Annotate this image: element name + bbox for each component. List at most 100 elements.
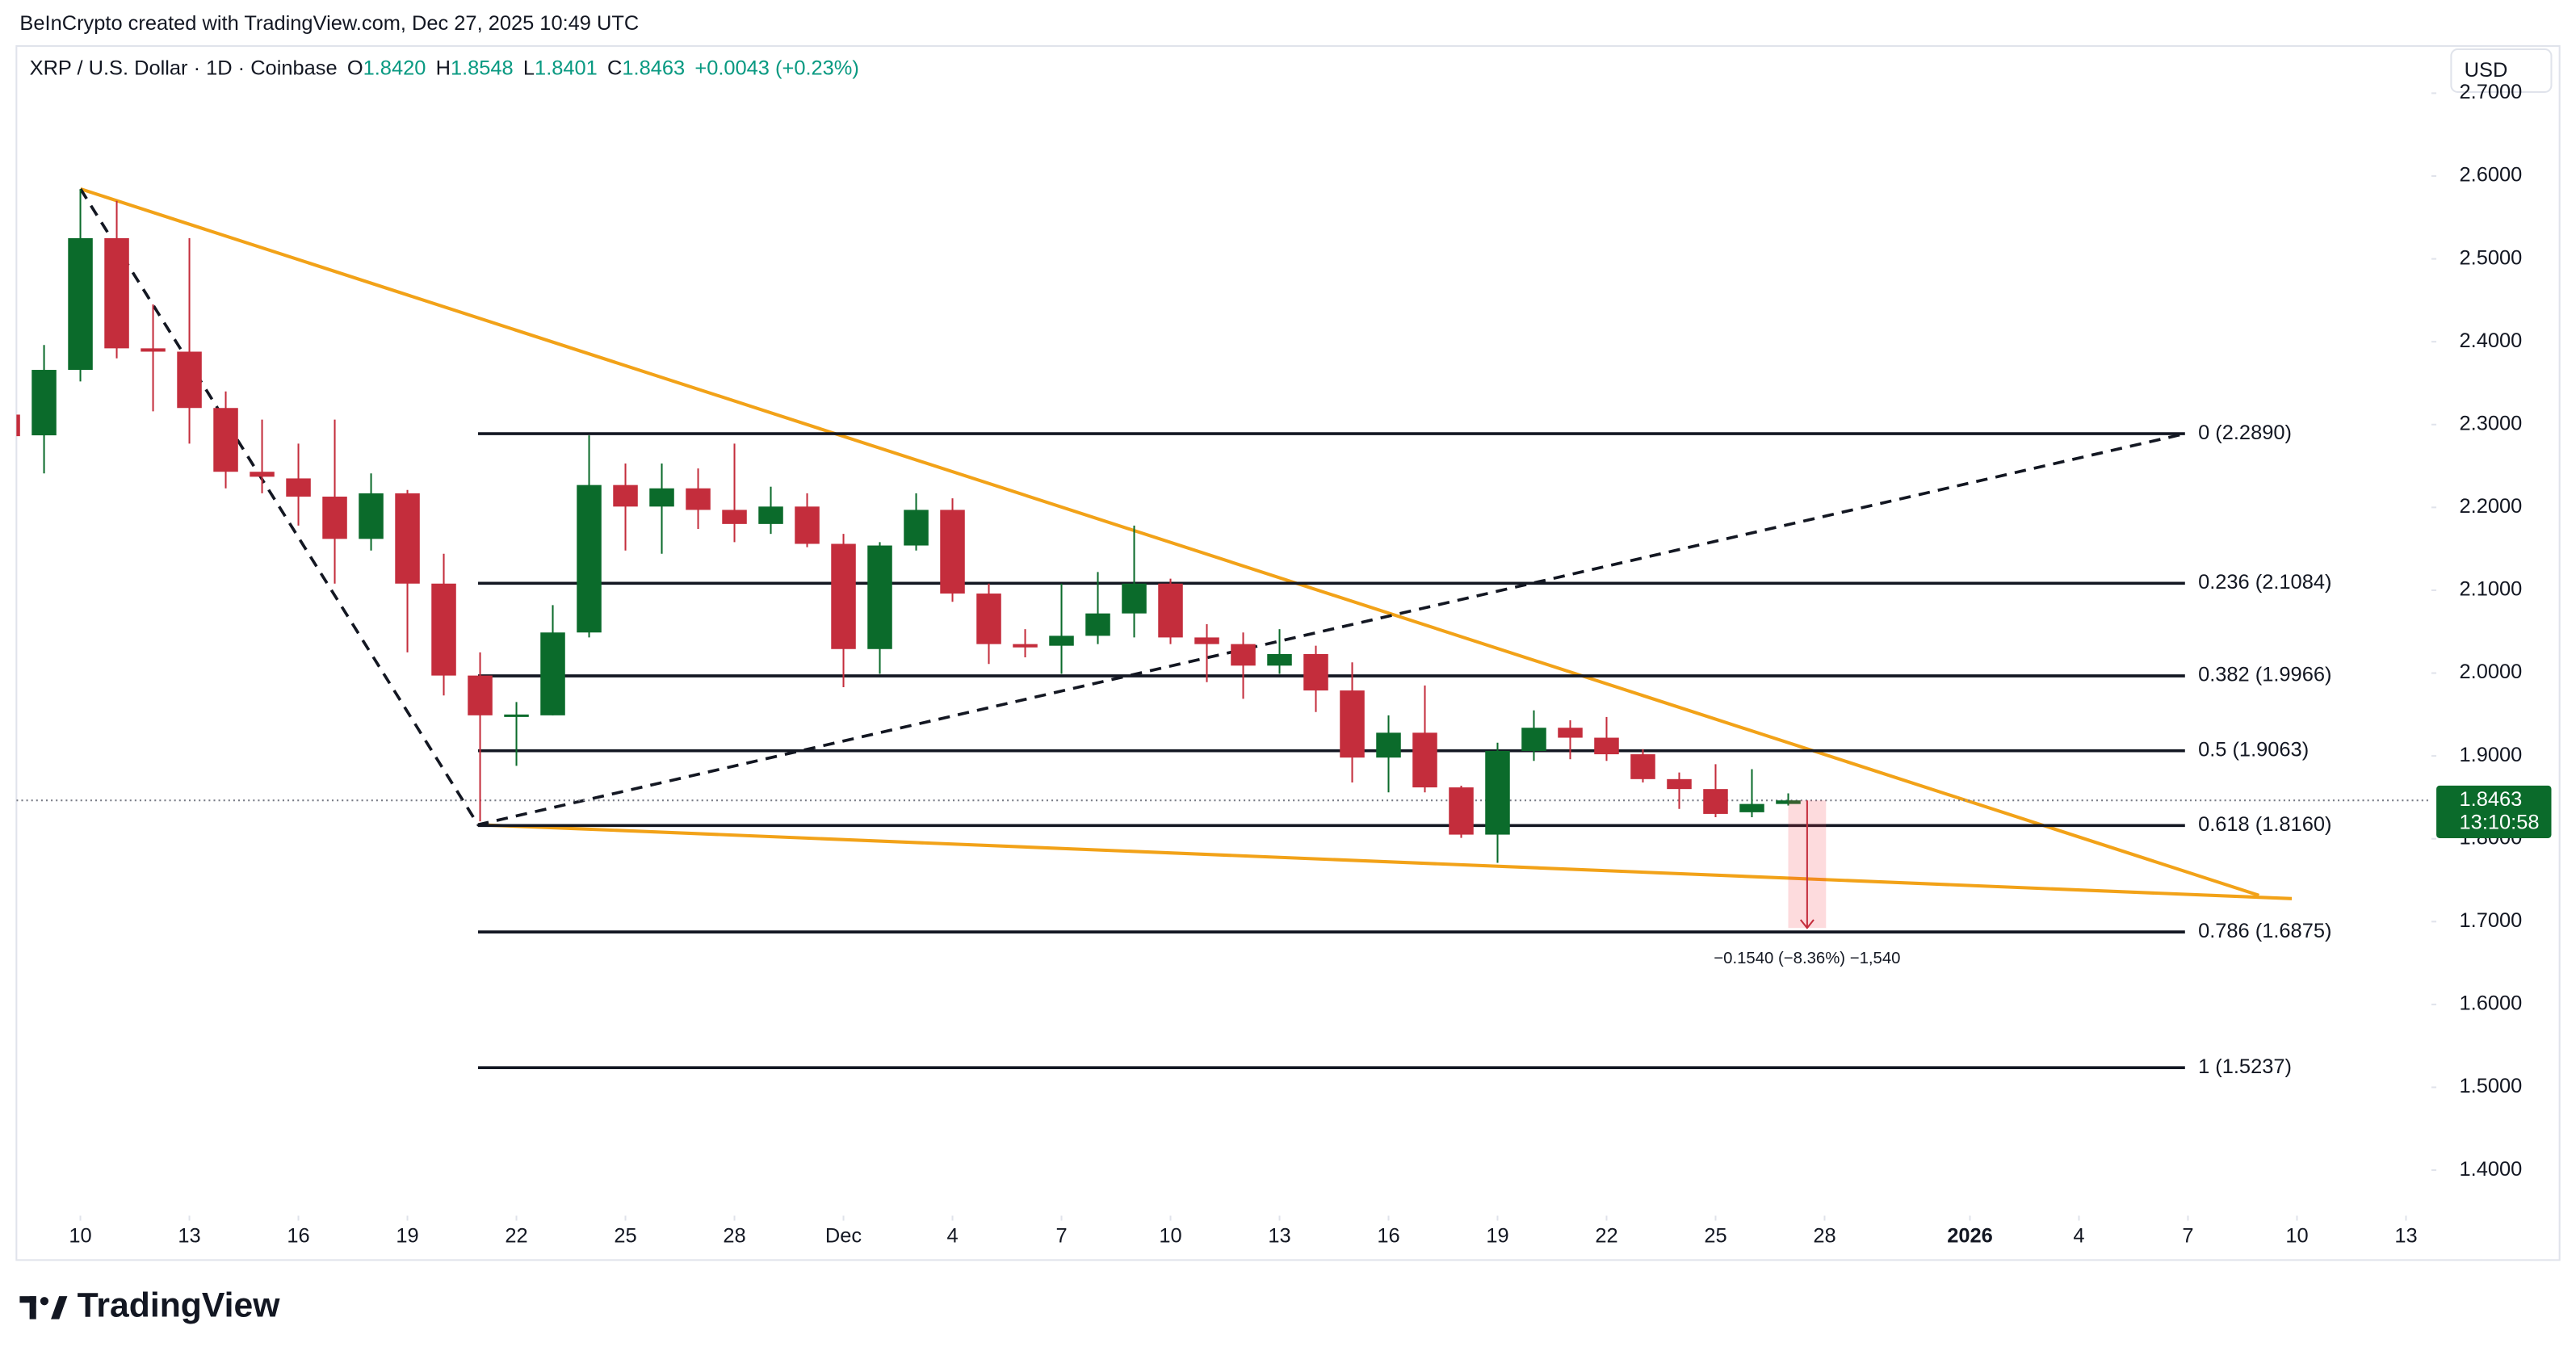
candle-body xyxy=(141,348,166,352)
price-tag-countdown: 13:10:58 xyxy=(2460,811,2540,833)
y-tick-label: 2.4000 xyxy=(2460,329,2523,352)
candle-body xyxy=(1231,644,1256,666)
candle-body xyxy=(1485,750,1510,835)
candle-body xyxy=(904,510,929,546)
fib-label: 0.618 (1.8160) xyxy=(2198,813,2331,836)
trend-line xyxy=(477,823,2293,900)
price-tag xyxy=(2436,785,2552,838)
candle-body xyxy=(976,594,1001,644)
y-tick-label: 2.6000 xyxy=(2460,164,2523,187)
y-tick-label: 1.4000 xyxy=(2460,1158,2523,1181)
legend: XRP / U.S. Dollar · 1D · Coinbase O1.8420… xyxy=(30,57,859,79)
candle-body xyxy=(468,675,493,715)
plot-area xyxy=(16,187,2431,1069)
fib-label: 0.382 (1.9966) xyxy=(2198,664,2331,686)
candle-body xyxy=(577,485,602,633)
y-tick-label: 1.9000 xyxy=(2460,744,2523,766)
fib-label: 0.786 (1.6875) xyxy=(2198,920,2331,942)
x-tick-label: 7 xyxy=(2182,1225,2193,1248)
x-tick-label: 16 xyxy=(287,1225,309,1248)
candle-body xyxy=(1122,583,1147,614)
candle-body xyxy=(1776,800,1801,804)
candle-body xyxy=(722,510,747,524)
x-tick-label: 28 xyxy=(723,1225,745,1248)
candle-body xyxy=(1558,728,1583,738)
trend-line xyxy=(80,187,2259,897)
candle-body xyxy=(831,543,856,649)
candle-body xyxy=(322,497,347,539)
logo xyxy=(19,1296,68,1319)
x-tick-label: 25 xyxy=(1704,1225,1726,1248)
candle-body xyxy=(1667,778,1692,790)
candle-body xyxy=(758,506,783,524)
y-tick-label: 2.5000 xyxy=(2460,246,2523,269)
candle-body xyxy=(613,485,638,507)
currency-button[interactable] xyxy=(2450,48,2553,93)
x-tick-label: 10 xyxy=(2285,1225,2308,1248)
candle-body xyxy=(286,478,311,497)
candle-body xyxy=(431,583,456,676)
candle-body xyxy=(250,472,275,477)
y-tick-label: 2.7000 xyxy=(2460,81,2523,103)
candle-body xyxy=(1703,789,1728,814)
candle-body xyxy=(177,351,202,409)
brand: TradingView xyxy=(78,1286,281,1325)
candle-body xyxy=(795,506,820,544)
fib-label: 0.5 (1.9063) xyxy=(2198,738,2309,761)
x-tick-label: 25 xyxy=(614,1225,636,1248)
candle-body xyxy=(1049,636,1074,646)
candle-body xyxy=(1449,787,1474,835)
candle-body xyxy=(1013,644,1038,648)
fib-label: 1 (1.5237) xyxy=(2198,1055,2292,1078)
ohlc-key: L xyxy=(523,57,535,79)
symbol: XRP / U.S. Dollar · 1D · Coinbase xyxy=(30,57,338,79)
candle-body xyxy=(1085,613,1110,636)
candle-body xyxy=(686,488,711,510)
measure-label: −0.1540 (−8.36%) −1,540 xyxy=(1714,950,1900,967)
y-tick-label: 1.6000 xyxy=(2460,992,2523,1015)
credit: BeInCrypto created with TradingView.com,… xyxy=(19,12,639,35)
y-tick-label: 1.7000 xyxy=(2460,909,2523,932)
candle-body xyxy=(31,370,57,436)
fib-label: 0.236 (2.1084) xyxy=(2198,571,2331,594)
price-tag-value: 1.8463 xyxy=(2460,788,2523,811)
ohlc-key: C xyxy=(607,57,622,79)
candle-body xyxy=(1739,803,1764,812)
candle-body xyxy=(1376,732,1401,758)
ohlc-key: H xyxy=(436,57,451,79)
candle-body xyxy=(359,493,384,539)
measure-arrow-head xyxy=(1799,919,1815,929)
candle-body xyxy=(68,237,93,371)
ohlc-value: 1.8548 xyxy=(451,57,514,79)
candle-body xyxy=(649,488,674,507)
candle-body xyxy=(1340,690,1365,758)
currency[interactable]: USD xyxy=(2465,59,2508,82)
candle-body xyxy=(1303,653,1328,691)
candle-body xyxy=(1267,653,1292,666)
x-tick-label: 7 xyxy=(1055,1225,1067,1248)
candle-body xyxy=(395,493,420,584)
ohlc-value: 1.8420 xyxy=(363,57,426,79)
x-tick-label: 13 xyxy=(1268,1225,1290,1248)
candle-body xyxy=(1594,737,1619,755)
y-tick-label: 1.5000 xyxy=(2460,1075,2523,1097)
x-tick-label: 19 xyxy=(396,1225,418,1248)
y-tick-label: 2.3000 xyxy=(2460,412,2523,434)
candle-body xyxy=(104,237,129,349)
y-tick-label: 2.1000 xyxy=(2460,578,2523,601)
x-tick-label: 4 xyxy=(946,1225,958,1248)
candle-body xyxy=(540,632,565,715)
candle-body xyxy=(504,714,529,717)
x-tick-label: 22 xyxy=(505,1225,527,1248)
x-tick-label: 10 xyxy=(69,1225,91,1248)
candle-body xyxy=(16,414,20,437)
x-tick-label: 4 xyxy=(2073,1225,2084,1248)
x-tick-label: Dec xyxy=(825,1225,862,1248)
ohlc-value: 1.8401 xyxy=(535,57,598,79)
x-tick-label: 13 xyxy=(2394,1225,2417,1248)
x-tick-label: 16 xyxy=(1377,1225,1399,1248)
x-tick-label: 13 xyxy=(178,1225,200,1248)
candle-body xyxy=(1194,637,1219,644)
